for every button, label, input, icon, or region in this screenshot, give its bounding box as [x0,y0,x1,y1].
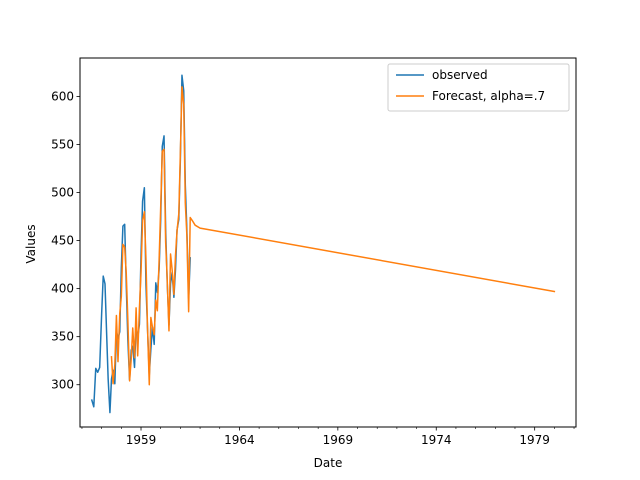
x-tick-label: 1964 [224,433,255,447]
y-tick-label: 550 [51,137,74,151]
legend-box [387,63,570,112]
y-tick-label: 450 [51,234,74,248]
x-axis-ticks: 1959 1964 1969 1974 1979 [81,427,575,447]
y-tick-label: 300 [51,378,74,392]
x-tick-label: 1979 [519,433,550,447]
axes-frame [79,57,577,428]
y-tick-label: 350 [51,330,74,344]
plot-background [80,58,576,427]
legend-entry-2: Forecast, alpha=.7 [432,89,545,103]
series-line-2 [110,86,556,386]
x-tick-label: 1974 [421,433,452,447]
x-tick-label: 1969 [323,433,354,447]
legend: observed Forecast, alpha=.7 [387,63,570,112]
y-axis-ticks: 300 350 400 450 500 550 600 [51,89,80,392]
plot-area [80,58,576,427]
y-axis-label: Values [24,224,38,263]
series-layer [90,74,556,414]
x-axis-label: Date [314,456,343,470]
y-tick-label: 600 [51,89,74,103]
x-tick-label: 1959 [126,433,157,447]
legend-entry-1: observed [432,68,488,82]
y-tick-label: 500 [51,186,74,200]
y-tick-label: 400 [51,282,74,296]
